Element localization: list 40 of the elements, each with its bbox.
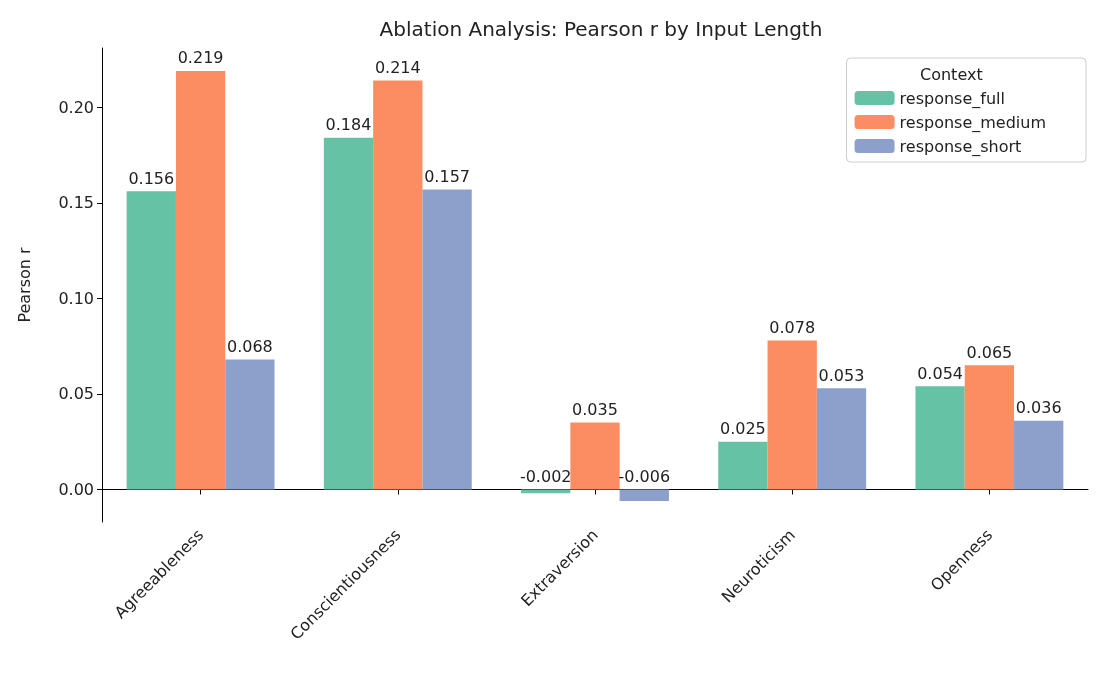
data-label: 0.068 <box>226 337 273 357</box>
y-tick-label: 0.20 <box>58 97 94 117</box>
bar <box>422 189 472 490</box>
data-label: 0.025 <box>719 419 766 439</box>
data-label: 0.156 <box>128 168 175 188</box>
data-label: 0.078 <box>769 317 816 337</box>
bar <box>718 441 768 490</box>
bar <box>964 365 1015 490</box>
chart-title: Ablation Analysis: Pearson r by Input Length <box>379 17 823 41</box>
bar <box>570 422 620 490</box>
data-label: -0.002 <box>519 467 572 487</box>
data-label: 0.214 <box>374 57 421 77</box>
y-tick-label: 0.15 <box>58 193 94 213</box>
legend-label: response_medium <box>899 112 1047 133</box>
bar <box>619 489 669 501</box>
y-tick-label: 0.05 <box>58 384 94 404</box>
bar <box>323 137 374 490</box>
bar <box>767 340 817 490</box>
legend-title: Context <box>920 64 983 84</box>
data-label: 0.157 <box>424 166 471 186</box>
bar <box>816 388 867 490</box>
data-label: 0.036 <box>1015 398 1062 418</box>
y-tick-label: 0.10 <box>58 288 94 308</box>
data-label: 0.219 <box>177 48 224 68</box>
legend-label: response_short <box>899 136 1022 157</box>
data-label: 0.054 <box>917 363 964 383</box>
data-label: 0.053 <box>818 365 865 385</box>
data-label: 0.065 <box>966 342 1013 362</box>
data-label: 0.184 <box>325 115 372 135</box>
data-label: 0.035 <box>572 400 618 420</box>
y-tick-label: 0.00 <box>58 480 94 500</box>
bar <box>225 359 275 490</box>
bar <box>915 386 965 490</box>
bar <box>373 80 423 490</box>
y-axis-title: Pearson r <box>14 246 34 323</box>
bar <box>175 70 226 490</box>
legend-label: response_full <box>899 88 1005 109</box>
data-label: -0.006 <box>618 467 671 487</box>
bar <box>126 191 176 490</box>
bar <box>1014 420 1064 490</box>
